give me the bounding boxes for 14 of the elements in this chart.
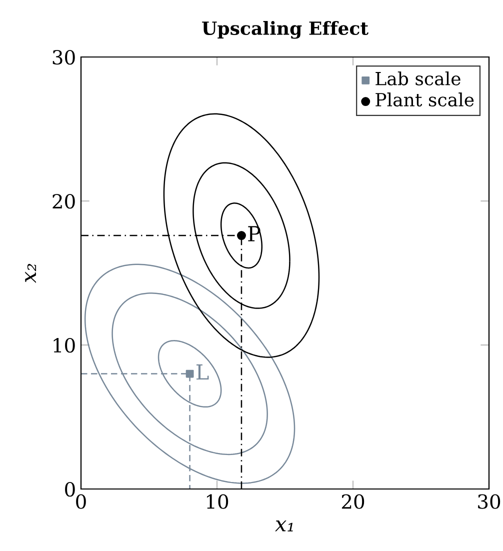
y-axis-title: x₂: [25, 264, 36, 283]
x-tick-label: 30: [478, 494, 500, 509]
annotation: L: [196, 364, 209, 380]
y-tick-label: 20: [52, 194, 75, 209]
y-tick-label: 10: [54, 338, 75, 353]
legend-label: Plant scale: [376, 92, 474, 107]
legend-label: Lab scale: [376, 71, 460, 86]
x-axis-title: x₁: [275, 520, 293, 532]
chart-title: Upscaling Effect: [202, 21, 368, 39]
x-tick-label: 0: [76, 494, 86, 509]
x-tick-label: 20: [342, 494, 364, 509]
y-tick-label: 30: [52, 50, 75, 65]
x-tick-label: 10: [207, 494, 228, 509]
y-tick-label: 0: [65, 482, 75, 497]
